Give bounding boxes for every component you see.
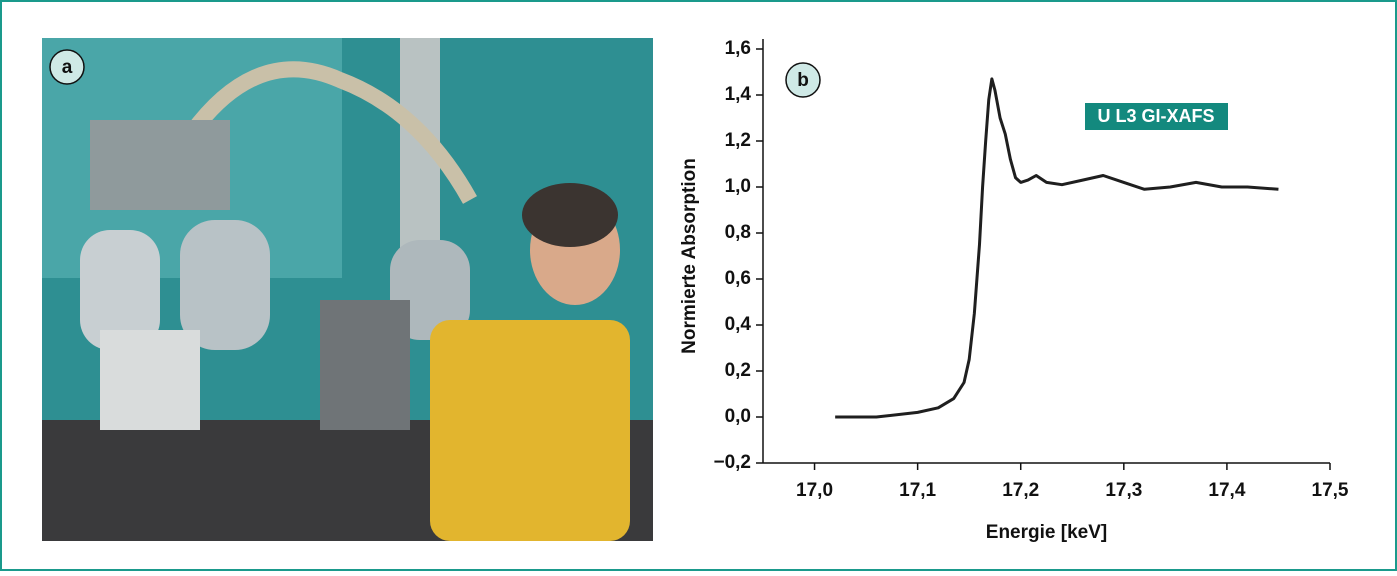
- annotation: U L3 GI-XAFS: [1097, 106, 1214, 126]
- x-tick-label: 17,2: [1002, 480, 1039, 501]
- x-tick-label: 17,4: [1208, 480, 1245, 501]
- y-tick-label: 0,0: [725, 406, 751, 427]
- y-tick-label: −0,2: [713, 452, 751, 473]
- panel-badge: [785, 62, 821, 98]
- y-tick-label: 1,2: [725, 130, 751, 151]
- chart: −0,2 0,0 0,2 0,4 0,6 0,8 1,0 1,2 1,4 1,6 17,0 17,1 1…: [679, 38, 1349, 543]
- data-line: [835, 77, 1279, 419]
- x-tick-label: 17,1: [899, 480, 936, 501]
- y-axis-label: Normierte Absorption: [679, 158, 700, 354]
- y-tick-label: 0,8: [725, 222, 751, 243]
- y-tick-label: 0,6: [725, 268, 751, 289]
- y-tick-label: 1,6: [725, 38, 751, 59]
- panel-label: a: [62, 57, 73, 78]
- annotation-box: [1085, 103, 1228, 130]
- y-tick-label: 1,4: [725, 84, 752, 105]
- x-tick-label: 17,3: [1105, 480, 1142, 501]
- y-tick-label: 0,4: [725, 314, 752, 335]
- x-axis-label: Energie [keV]: [986, 522, 1107, 543]
- x-tick-label: 17,0: [796, 480, 833, 501]
- x-tick-label: 17,5: [1312, 480, 1349, 501]
- y-tick-label: 1,0: [725, 176, 751, 197]
- y-tick-label: 0,2: [725, 360, 751, 381]
- photo: a: [42, 38, 653, 541]
- panel-label: b: [797, 70, 809, 91]
